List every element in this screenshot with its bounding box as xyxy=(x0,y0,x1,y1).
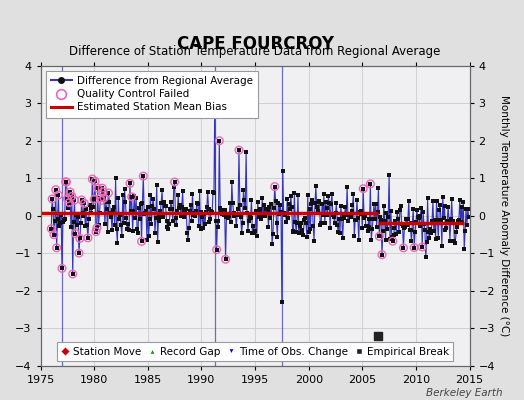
Point xyxy=(75,235,84,242)
Point xyxy=(104,190,113,196)
Point xyxy=(65,200,73,206)
Point xyxy=(139,173,148,179)
Point xyxy=(90,196,99,202)
Point xyxy=(69,271,77,277)
Point xyxy=(378,252,386,258)
Point xyxy=(215,138,224,144)
Point xyxy=(78,197,86,203)
Point xyxy=(221,256,230,262)
Point xyxy=(235,147,243,153)
Y-axis label: Monthly Temperature Anomaly Difference (°C): Monthly Temperature Anomaly Difference (… xyxy=(499,95,509,336)
Point xyxy=(127,194,136,200)
Point xyxy=(99,189,107,195)
Point xyxy=(126,180,134,187)
Point xyxy=(80,200,89,206)
Point xyxy=(92,228,100,235)
Point xyxy=(68,193,76,200)
Point xyxy=(62,179,71,185)
Text: Berkeley Earth: Berkeley Earth xyxy=(427,388,503,398)
Point xyxy=(418,244,427,250)
Point xyxy=(100,195,108,201)
Point xyxy=(97,197,105,204)
Point xyxy=(91,178,99,184)
Point xyxy=(170,179,179,185)
Point xyxy=(61,178,70,185)
Point xyxy=(71,230,80,237)
Point xyxy=(50,232,58,238)
Point xyxy=(359,186,367,192)
Point xyxy=(374,333,383,339)
Point xyxy=(75,250,83,256)
Point xyxy=(70,197,79,204)
Point xyxy=(48,196,57,202)
Title: CAPE FOURCROY: CAPE FOURCROY xyxy=(177,35,334,53)
Point xyxy=(88,176,96,182)
Point xyxy=(212,246,221,253)
Point xyxy=(51,186,60,193)
Point xyxy=(366,181,375,187)
Point xyxy=(399,245,408,251)
Point xyxy=(66,189,74,195)
Point xyxy=(96,195,105,201)
Text: Difference of Station Temperature Data from Regional Average: Difference of Station Temperature Data f… xyxy=(69,45,441,58)
Point xyxy=(93,225,101,231)
Point xyxy=(98,185,106,191)
Point xyxy=(84,235,92,241)
Point xyxy=(137,238,146,245)
Point xyxy=(375,233,384,240)
Point xyxy=(47,226,56,232)
Point xyxy=(94,185,102,192)
Point xyxy=(410,244,418,251)
Point xyxy=(58,265,66,272)
Point xyxy=(270,184,279,190)
Point xyxy=(52,245,61,251)
Legend: Station Move, Record Gap, Time of Obs. Change, Empirical Break: Station Move, Record Gap, Time of Obs. C… xyxy=(57,342,453,361)
Point xyxy=(54,192,62,198)
Point xyxy=(63,196,72,202)
Point xyxy=(388,238,397,244)
